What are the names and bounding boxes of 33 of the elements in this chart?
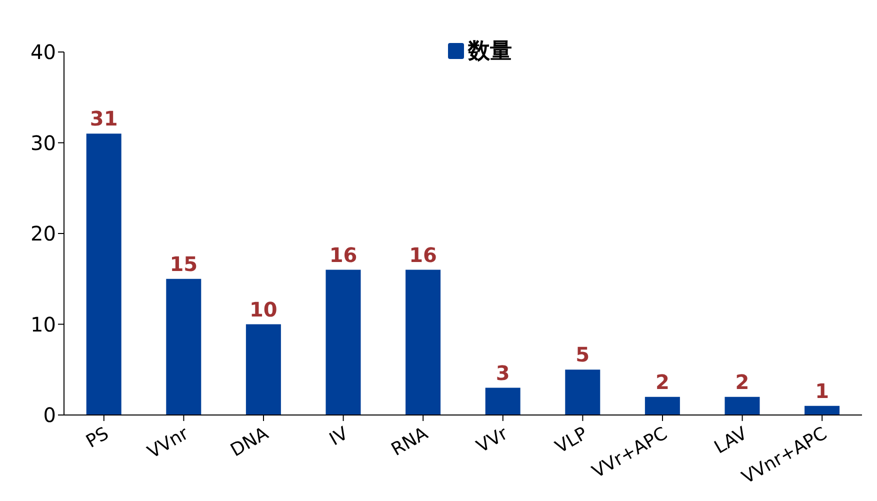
- legend-label: 数量: [468, 38, 512, 66]
- data-label: 3: [496, 360, 510, 385]
- bar: [565, 370, 600, 415]
- x-tick-label: RNA: [388, 422, 432, 460]
- y-tick-label: 30: [30, 130, 56, 155]
- data-label: 2: [655, 370, 670, 394]
- data-label: 1: [815, 378, 830, 403]
- data-label: 31: [90, 106, 118, 131]
- y-tick-label: 20: [30, 222, 56, 246]
- bar: [804, 406, 840, 415]
- x-tick-label: DNA: [227, 422, 273, 462]
- bar: [246, 324, 281, 415]
- bar: [644, 396, 680, 415]
- data-label: 16: [409, 242, 437, 267]
- data-label: 15: [170, 252, 198, 276]
- y-tick-label: 0: [43, 403, 56, 428]
- data-label: 5: [576, 342, 590, 367]
- y-tick-label: 40: [30, 40, 56, 64]
- bar: [326, 270, 361, 415]
- x-tick-label: IV: [326, 422, 352, 450]
- bar: [724, 396, 760, 415]
- x-tick-label: PS: [82, 423, 112, 452]
- bar: [485, 388, 520, 415]
- data-label: 2: [735, 370, 750, 394]
- bar: [406, 270, 441, 415]
- data-label: 16: [329, 242, 358, 267]
- x-tick-label: VLP: [552, 423, 592, 458]
- y-tick-label: 10: [30, 312, 56, 336]
- x-tick-label: VVr: [473, 422, 512, 458]
- bar: [86, 134, 122, 415]
- x-tick-label: VVnr: [144, 422, 193, 464]
- data-label: 10: [250, 297, 278, 322]
- bar: [166, 278, 202, 415]
